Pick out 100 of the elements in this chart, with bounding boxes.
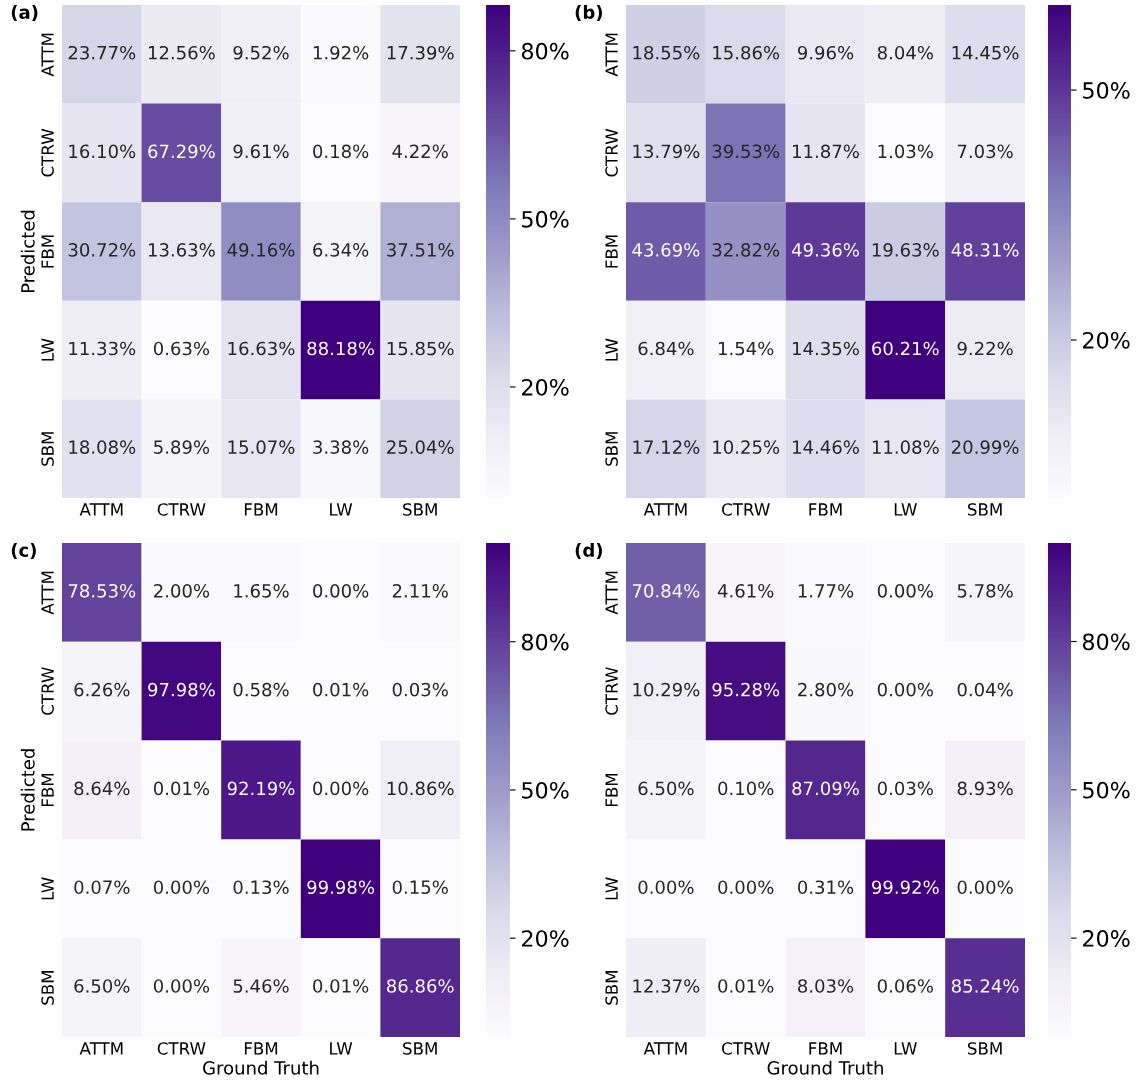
data-label: 9.96%: [797, 45, 854, 60]
x-tick-label: SBM: [968, 503, 1002, 516]
chart-title: (c): [11, 543, 36, 560]
color-bar-label: 20%: [522, 930, 569, 947]
y-tick-label: FBM: [605, 235, 618, 268]
y-tick-label: FBM: [41, 773, 54, 807]
data-label: 8.03%: [798, 979, 854, 993]
data-label: 1.77%: [798, 583, 854, 598]
data-label: 5.89%: [154, 440, 210, 454]
x-tick-label: FBM: [809, 1042, 842, 1055]
data-label: 0.00%: [957, 880, 1013, 895]
data-label: 0.63%: [153, 341, 210, 356]
x-tick-label: LW: [330, 1042, 353, 1055]
data-label: 86.86%: [387, 979, 454, 993]
y-axis-title: Predicted: [20, 210, 35, 293]
data-label: 12.37%: [633, 979, 700, 993]
data-label: 2.80%: [798, 682, 854, 697]
y-tick-label: CTRW: [41, 128, 54, 177]
data-label: 0.10%: [718, 781, 774, 796]
x-tick-label: CTRW: [157, 503, 206, 516]
data-label: 0.00%: [313, 583, 369, 598]
y-tick-label: FBM: [41, 235, 54, 268]
data-label: 18.55%: [633, 45, 700, 60]
y-tick-label: LW: [605, 877, 618, 900]
data-label: 2.00%: [154, 583, 210, 598]
data-label: 0.00%: [877, 583, 933, 598]
data-label: 78.53%: [68, 583, 136, 598]
y-tick-label: LW: [41, 877, 54, 900]
data-label: 0.00%: [313, 781, 369, 796]
data-label: 85.24%: [951, 979, 1019, 993]
data-label: 92.19%: [227, 781, 295, 796]
color-bar-label: 80%: [1082, 633, 1130, 651]
data-label: 6.50%: [638, 781, 694, 796]
x-tick-label: FBM: [244, 1042, 278, 1055]
data-label: 0.18%: [313, 144, 369, 159]
data-label: 97.98%: [148, 682, 215, 697]
data-label: 16.63%: [228, 341, 295, 356]
data-label: 30.72%: [68, 243, 136, 257]
data-label: 11.33%: [69, 341, 136, 356]
data-label: 2.11%: [392, 583, 448, 598]
x-tick-label: FBM: [244, 503, 278, 516]
data-label: 9.22%: [957, 341, 1013, 356]
data-label: 5.46%: [233, 979, 289, 993]
data-label: 0.00%: [153, 880, 210, 895]
data-label: 0.31%: [798, 880, 854, 895]
data-label: 18.08%: [69, 440, 136, 454]
y-tick-label: SBM: [41, 971, 54, 1005]
data-label: 9.52%: [233, 45, 289, 60]
x-tick-label: LW: [330, 503, 353, 516]
data-label: 17.39%: [387, 45, 454, 60]
data-label: 4.22%: [392, 144, 448, 159]
y-tick-label: SBM: [605, 971, 618, 1005]
data-label: 0.07%: [74, 880, 130, 895]
y-tick-label: FBM: [605, 773, 618, 807]
data-label: 25.04%: [387, 440, 454, 454]
y-axis-title: Predicted: [20, 749, 35, 831]
data-label: 99.98%: [307, 880, 375, 895]
color-bar-label: 80%: [521, 42, 569, 60]
x-tick-label: SBM: [403, 1042, 437, 1055]
data-label: 8.93%: [957, 781, 1013, 796]
y-tick-label: SBM: [41, 432, 54, 466]
y-tick-label: ATTM: [605, 33, 618, 77]
data-label: 95.28%: [712, 682, 780, 697]
data-label: 17.12%: [633, 440, 700, 454]
x-axis-title: Ground Truth: [203, 1060, 319, 1075]
data-label: 37.51%: [387, 243, 454, 257]
data-label: 15.85%: [387, 341, 454, 356]
y-tick-label: ATTM: [605, 571, 618, 615]
data-label: 32.82%: [712, 243, 780, 257]
data-label: 49.36%: [791, 243, 859, 257]
data-label: 3.38%: [313, 440, 369, 454]
data-label: 19.63%: [872, 243, 939, 257]
x-tick-label: FBM: [809, 503, 842, 516]
x-axis-title: Ground Truth: [767, 1060, 883, 1075]
data-label: 0.00%: [877, 682, 933, 697]
data-label: 0.01%: [313, 682, 369, 697]
data-label: 1.03%: [878, 144, 933, 159]
x-tick-label: ATTM: [643, 503, 687, 516]
data-label: 12.56%: [148, 45, 215, 60]
data-label: 1.92%: [313, 45, 369, 60]
x-tick-label: ATTM: [643, 1042, 687, 1055]
data-label: 0.00%: [153, 979, 210, 993]
data-label: 0.00%: [638, 880, 694, 895]
color-bar-label: 20%: [1083, 930, 1130, 947]
data-label: 88.18%: [307, 341, 375, 356]
data-label: 9.61%: [233, 144, 289, 159]
data-label: 0.01%: [313, 979, 369, 993]
data-label: 0.01%: [718, 979, 774, 993]
chart-title: (d): [575, 543, 603, 560]
data-label: 0.00%: [718, 880, 774, 895]
y-tick-label: ATTM: [41, 33, 54, 77]
data-label: 48.31%: [951, 243, 1019, 257]
x-tick-label: CTRW: [722, 1042, 770, 1055]
data-label: 23.77%: [68, 45, 136, 60]
y-tick-label: ATTM: [41, 571, 54, 615]
data-label: 11.08%: [872, 440, 939, 454]
y-tick-label: LW: [41, 338, 54, 361]
data-label: 0.04%: [957, 682, 1013, 697]
data-label: 39.53%: [712, 144, 780, 159]
data-label: 10.25%: [713, 440, 780, 454]
